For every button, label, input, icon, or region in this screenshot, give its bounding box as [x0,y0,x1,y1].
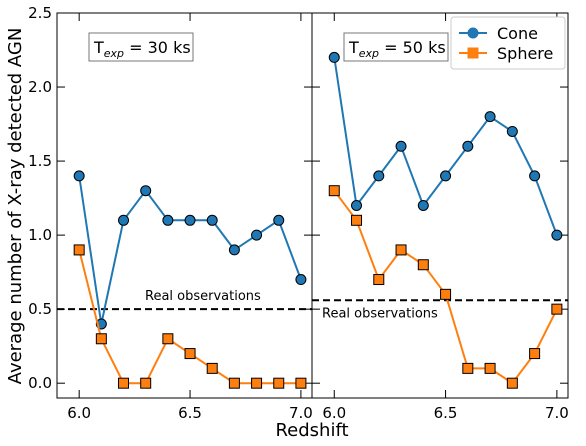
cone-point [251,229,263,241]
legend-cone-marker [467,27,479,39]
cone-point [73,170,85,182]
cone-point [184,214,196,226]
sphere-point [295,377,307,389]
sphere-point [140,377,152,389]
sphere-line [333,190,558,385]
cone-point [273,214,285,226]
legend-sphere-label: Sphere [497,44,553,63]
sphere-point [273,377,285,389]
exposure-label: Texp = 50 ks [348,38,446,60]
cone-point [206,214,218,226]
sphere-point [351,214,363,226]
x-tick-label: 6.5 [434,404,458,422]
legend-sphere-marker [467,47,479,59]
sphere-point [506,377,518,389]
cone-point [395,140,407,152]
panel-frame [56,12,313,399]
y-axis-label: Average number of X-ray detected AGN [5,28,26,385]
x-tick-label: 6.0 [67,404,91,422]
sphere-point [462,362,474,374]
cone-point [140,185,152,197]
cone-point [295,274,307,286]
x-axis-label: Redshift [275,420,348,441]
cone-point [529,170,541,182]
panel-1: 0.0 0.5 1.0 1.5 2.0 2.5 6.0 6.5 7.0 Real observat… [28,4,313,422]
exposure-box [343,32,449,62]
cone-line [333,57,558,236]
cone-point [162,214,174,226]
sphere-point [118,377,130,389]
cone-point [484,111,496,123]
x-tick-label: 6.0 [322,404,346,422]
sphere-point [529,348,541,360]
sphere-point [484,362,496,374]
cone-point [228,244,240,256]
cone-point [462,140,474,152]
y-tick-label: 1.5 [28,152,52,170]
cone-point [551,229,563,241]
panel-frame [311,12,569,399]
sphere-point [73,244,85,256]
y-tick-label: 2.5 [28,4,52,22]
legend-cone-label: Cone [497,24,538,43]
sphere-point [395,244,407,256]
x-tick-label: 6.5 [178,404,202,422]
exposure-label: Texp = 30 ks [93,38,191,60]
sphere-point [551,303,563,315]
sphere-point [328,185,340,197]
reference-line-label: Real observations [322,306,438,321]
cone-point [351,200,363,211]
y-tick-label: 0.5 [28,300,52,318]
cone-point [506,125,518,137]
legend-frame [450,16,566,70]
reference-line-label: Real observations [145,289,261,304]
panel-2: 6.0 6.5 7.0 Real observations Texp = 50 ks [311,12,569,422]
y-tick-label: 0.0 [28,374,52,392]
sphere-point [162,333,174,345]
y-tick-label: 2.0 [28,78,52,96]
cone-point [440,170,452,182]
cone-point [328,51,340,63]
sphere-point [184,348,196,360]
sphere-point [417,259,429,271]
cone-point [417,200,429,211]
cone-point [118,214,130,226]
x-tick-label: 7.0 [289,404,313,422]
cone-point [373,170,385,182]
y-tick-label: 1.0 [28,226,52,244]
sphere-point [440,288,452,300]
sphere-point [95,333,107,345]
sphere-point [373,274,385,286]
x-tick-label: 7.0 [545,404,569,422]
panels: 0.0 0.5 1.0 1.5 2.0 2.5 6.0 6.5 7.0 Real observat… [28,4,569,422]
sphere-point [228,377,240,389]
sphere-point [206,362,218,374]
exposure-box [88,32,194,62]
sphere-point [251,377,263,389]
